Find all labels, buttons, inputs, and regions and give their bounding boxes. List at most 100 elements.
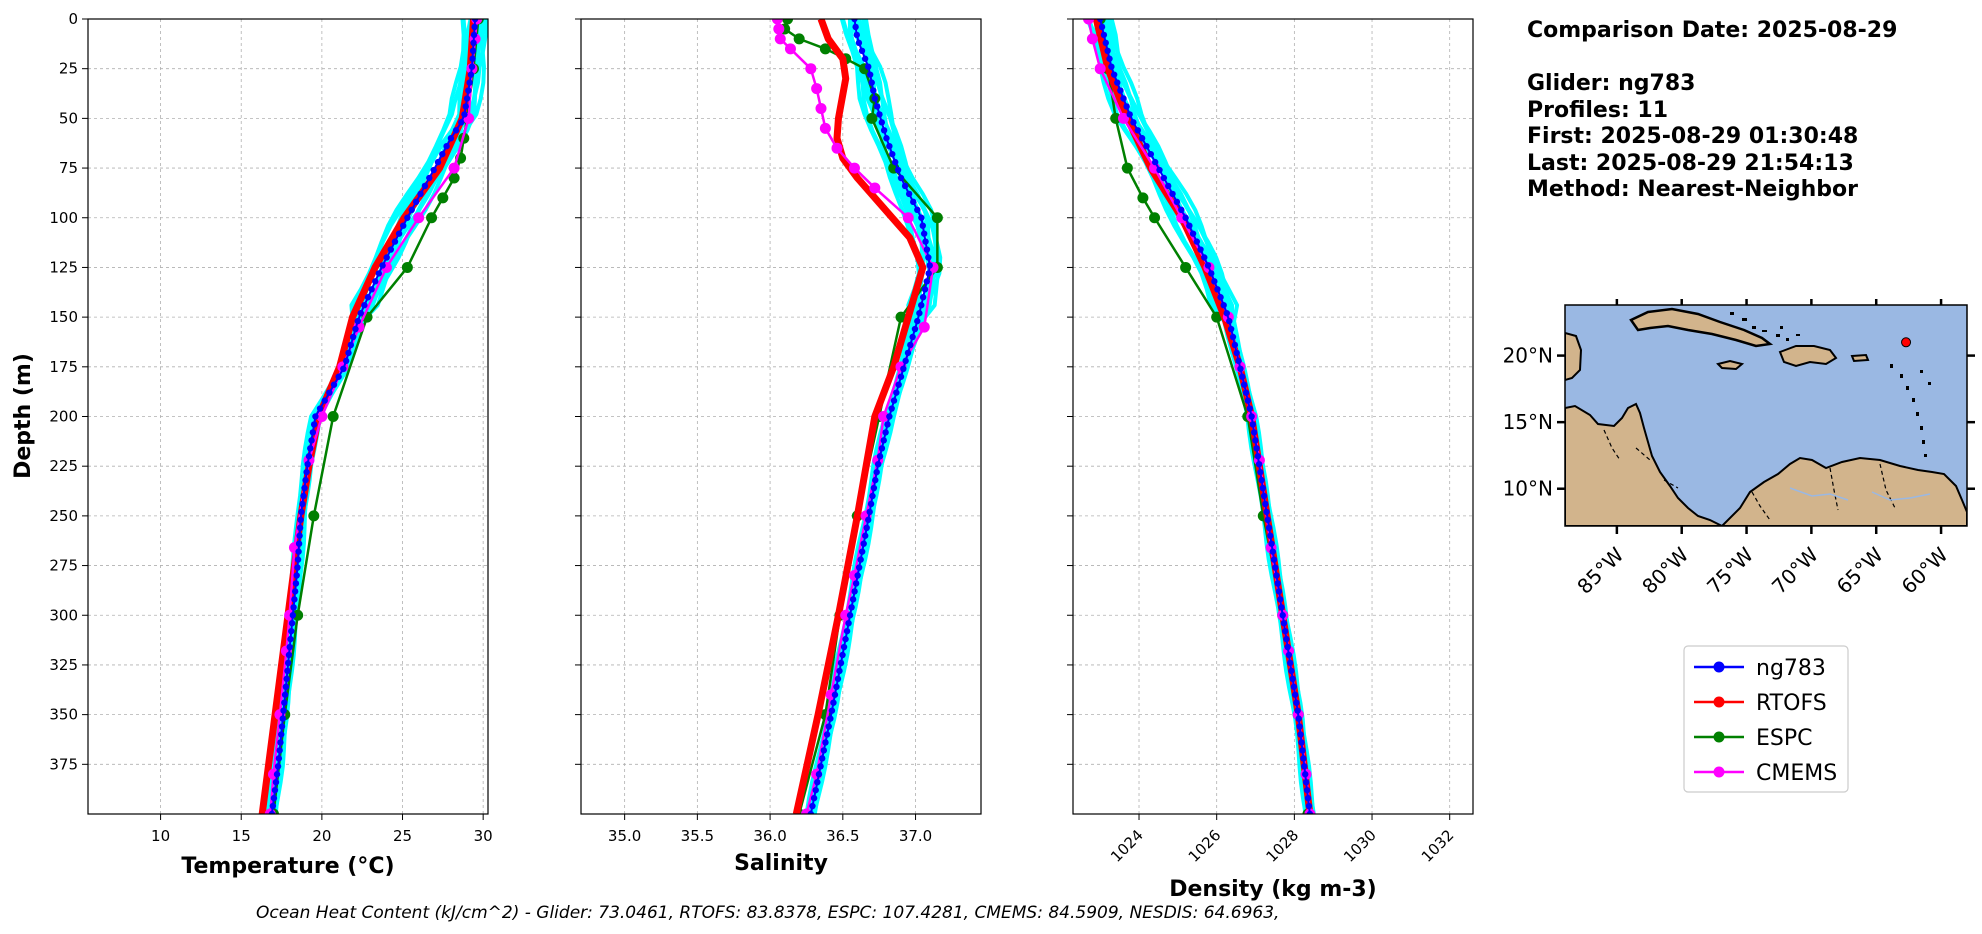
data-point-ESPC — [895, 311, 907, 323]
data-point-ng783 — [1259, 484, 1267, 492]
legend-marker — [1713, 766, 1725, 778]
data-point-ng783 — [1134, 127, 1141, 134]
data-point-ng783 — [878, 119, 885, 126]
density-xlabel: Density (kg m-3) — [1169, 877, 1377, 902]
map-borders — [1603, 429, 1897, 521]
data-point-ng783 — [865, 516, 872, 524]
data-point-ng783 — [1265, 524, 1273, 531]
data-point-ng783 — [387, 246, 395, 253]
data-point-ng783 — [1258, 476, 1265, 484]
data-point-ng783 — [857, 556, 864, 563]
data-point-ng783 — [1294, 707, 1301, 714]
data-point-CMEMS — [869, 182, 881, 194]
data-point-ng783 — [447, 135, 455, 142]
x-tick-label: 1032 — [1418, 826, 1458, 866]
data-point-ng783 — [905, 190, 913, 198]
data-point-ng783 — [833, 683, 840, 690]
data-point-ng783 — [1267, 532, 1274, 539]
data-point-ng783 — [1279, 612, 1286, 619]
land-lesser-antilles — [1890, 364, 1931, 457]
x-tick-label: 20 — [312, 827, 331, 845]
data-point-ng783 — [809, 802, 816, 810]
y-tick-label: 50 — [59, 109, 78, 127]
data-point-ng783 — [918, 214, 925, 221]
data-point-ng783 — [291, 588, 299, 595]
data-point-ng783 — [1214, 286, 1221, 293]
data-point-ng783 — [1273, 572, 1280, 579]
data-point-ESPC — [327, 411, 339, 422]
data-point-ng783 — [326, 389, 333, 396]
data-point-ng783 — [368, 286, 375, 293]
data-point-ESPC — [931, 212, 943, 224]
legend-marker — [1713, 661, 1725, 673]
data-point-ng783 — [404, 214, 411, 221]
data-point-CMEMS — [773, 23, 785, 35]
data-point-ng783 — [1268, 540, 1275, 547]
data-point-ng783 — [1227, 325, 1235, 333]
data-point-ng783 — [1300, 755, 1307, 762]
data-point-ng783 — [865, 63, 872, 70]
data-point-ng783 — [1289, 675, 1296, 683]
data-point-ng783 — [308, 437, 315, 444]
data-point-ng783 — [1143, 143, 1150, 150]
data-point-ng783 — [375, 270, 383, 277]
legend-label: ESPC — [1756, 726, 1813, 751]
data-point-ng783 — [462, 103, 469, 110]
data-point-ng783 — [281, 691, 289, 698]
data-point-ng783 — [848, 604, 855, 611]
data-point-ng783 — [298, 508, 305, 516]
data-point-ng783 — [272, 779, 280, 786]
data-point-ng783 — [814, 779, 821, 786]
data-point-ng783 — [1233, 349, 1240, 357]
data-point-ng783 — [897, 373, 905, 380]
data-point-ng783 — [408, 206, 415, 213]
data-point-ng783 — [867, 500, 875, 508]
data-point-ng783 — [466, 79, 473, 86]
glider-name: Glider: ng783 — [1527, 71, 1695, 96]
data-point-ng783 — [828, 707, 836, 714]
legend: ng783 RTOFS ESPC CMEMS — [1683, 645, 1849, 793]
comparison-date: Comparison Date: 2025-08-29 — [1527, 18, 1897, 43]
data-point-ng783 — [309, 429, 317, 436]
data-point-ng783 — [1160, 174, 1168, 182]
data-point-ng783 — [1169, 190, 1176, 198]
data-point-CMEMS — [819, 122, 831, 134]
data-point-ng783 — [830, 699, 837, 706]
data-point-ng783 — [1096, 19, 1104, 23]
data-point-ng783 — [1295, 715, 1302, 722]
data-point-ng783 — [291, 596, 298, 603]
data-point-ESPC — [793, 33, 805, 45]
data-point-ng783 — [300, 492, 307, 500]
x-tick-label: 1028 — [1262, 826, 1302, 866]
temperature-x-ticks: 10 15 20 25 30 — [151, 814, 493, 845]
data-point-ng783 — [1272, 564, 1279, 571]
data-point-ESPC — [1110, 112, 1122, 124]
data-point-ng783 — [926, 262, 933, 269]
data-point-ng783 — [1278, 604, 1285, 611]
data-point-ng783 — [470, 31, 478, 39]
data-point-ng783 — [1291, 691, 1299, 698]
data-point-ng783 — [347, 341, 355, 349]
data-point-ng783 — [909, 333, 916, 341]
data-point-ng783 — [1151, 158, 1159, 166]
data-point-ng783 — [1269, 548, 1276, 555]
data-point-ng783 — [1284, 643, 1291, 651]
y-tick-label: 125 — [49, 258, 78, 276]
data-point-ng783 — [902, 357, 909, 365]
x-tick-label: 25 — [393, 827, 412, 845]
data-point-ESPC — [401, 261, 413, 273]
lat-tick-label: 15°N — [1503, 410, 1553, 434]
x-tick-label: 15 — [232, 827, 251, 845]
legend-label: ng783 — [1756, 656, 1826, 681]
data-point-ng783 — [1204, 262, 1212, 269]
data-point-ng783 — [426, 174, 433, 182]
data-point-ng783 — [874, 461, 882, 468]
data-point-CMEMS — [831, 142, 843, 154]
data-point-ng783 — [307, 445, 314, 452]
data-point-ng783 — [465, 87, 472, 94]
land-cuba — [1629, 307, 1774, 348]
data-point-ng783 — [1303, 786, 1311, 794]
data-point-ESPC — [1137, 192, 1149, 204]
data-point-ng783 — [895, 381, 902, 388]
data-point-ng783 — [855, 564, 863, 571]
